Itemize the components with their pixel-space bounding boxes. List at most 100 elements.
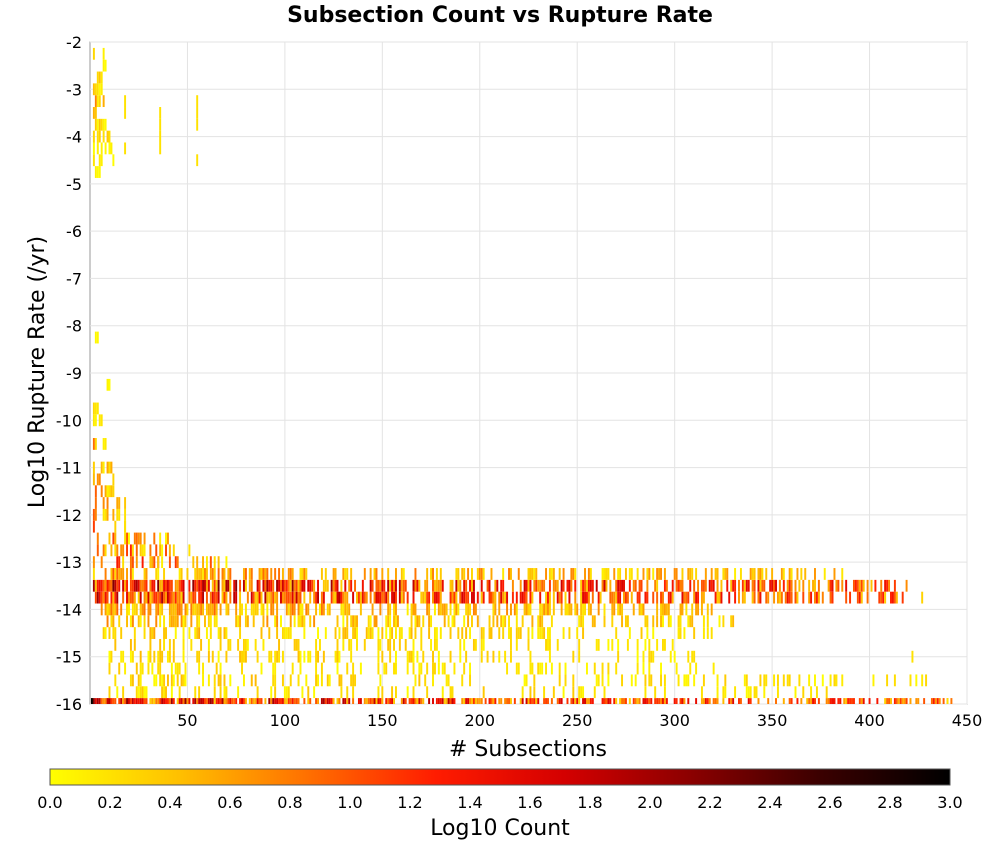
heatmap-cell xyxy=(233,579,236,592)
heatmap-cell xyxy=(595,674,598,687)
heatmap-cell xyxy=(246,591,249,604)
heatmap-cell xyxy=(100,414,103,427)
heatmap-cell xyxy=(570,698,573,704)
heatmap-cell xyxy=(593,662,596,675)
heatmap-cell xyxy=(268,698,271,704)
heatmap-cell xyxy=(648,662,651,675)
heatmap-cell xyxy=(558,568,561,580)
heatmap-cell xyxy=(426,568,429,580)
heatmap-cell xyxy=(609,591,612,604)
heatmap-cell xyxy=(903,698,906,704)
heatmap-cell xyxy=(644,674,647,687)
heatmap-cell xyxy=(790,579,793,592)
heatmap-cell xyxy=(106,508,109,521)
heatmap-cell xyxy=(128,698,130,704)
heatmap-cell xyxy=(163,638,166,651)
heatmap-cell xyxy=(391,579,394,592)
heatmap-cell xyxy=(753,591,756,604)
heatmap-cell xyxy=(122,650,125,663)
x-axis-ticks: 50 100 150 200 250 300 350 400 450 xyxy=(177,711,982,730)
heatmap-cell xyxy=(695,603,698,616)
heatmap-cell xyxy=(114,603,117,616)
heatmap-cell xyxy=(775,698,777,704)
heatmap-cell xyxy=(313,686,316,699)
heatmap-cell xyxy=(227,568,230,580)
heatmap-cell xyxy=(492,698,495,704)
heatmap-cell xyxy=(482,686,485,699)
heatmap-cell xyxy=(521,615,524,628)
heatmap-cell xyxy=(159,674,162,687)
heatmap-cell xyxy=(621,615,624,628)
heatmap-cell xyxy=(100,461,103,474)
heatmap-cell xyxy=(198,568,201,580)
heatmap-cell xyxy=(389,698,392,704)
heatmap-cell xyxy=(587,591,590,604)
heatmap-cell xyxy=(605,579,608,592)
heatmap-cell xyxy=(437,603,440,616)
heatmap-cell xyxy=(568,627,571,639)
heatmap-cell xyxy=(506,603,509,616)
heatmap-cell xyxy=(611,603,614,616)
heatmap-cell xyxy=(116,508,119,521)
heatmap-cell xyxy=(408,650,411,663)
heatmap-cell xyxy=(118,497,121,509)
heatmap-cell xyxy=(94,107,97,119)
heatmap-cell xyxy=(416,650,419,663)
heatmap-cell xyxy=(605,698,608,704)
heatmap-cell xyxy=(587,568,590,580)
heatmap-cell xyxy=(476,615,479,628)
heatmap-cell xyxy=(808,698,811,704)
heatmap-cell xyxy=(159,662,162,675)
heatmap-cell xyxy=(342,568,345,580)
heatmap-cell xyxy=(582,603,585,616)
heatmap-cell xyxy=(365,627,368,639)
heatmap-cell xyxy=(812,579,815,592)
heatmap-cell xyxy=(662,615,664,628)
heatmap-cell xyxy=(884,579,887,592)
heatmap-cell xyxy=(303,615,306,628)
heatmap-cell xyxy=(771,568,774,580)
heatmap-cell xyxy=(233,591,236,604)
heatmap-cell xyxy=(116,591,119,604)
heatmap-cell xyxy=(829,579,832,592)
heatmap-cell xyxy=(381,627,384,639)
heatmap-cell xyxy=(884,698,887,704)
heatmap-cell xyxy=(244,698,247,704)
heatmap-cell xyxy=(393,662,395,675)
heatmap-cell xyxy=(806,698,809,704)
heatmap-cell xyxy=(584,591,586,604)
heatmap-cell xyxy=(108,603,111,616)
heatmap-cell xyxy=(541,615,544,628)
heatmap-cell xyxy=(369,568,372,580)
heatmap-cell xyxy=(860,591,863,604)
heatmap-cell xyxy=(260,603,263,616)
heatmap-cell xyxy=(276,615,279,628)
heatmap-cell xyxy=(110,485,113,498)
heatmap-cell xyxy=(102,698,105,704)
heatmap-cell xyxy=(315,662,318,675)
heatmap-cell xyxy=(509,627,512,639)
heatmap-cell xyxy=(552,686,555,699)
heatmap-cell xyxy=(278,579,281,592)
heatmap-cell xyxy=(667,615,670,628)
heatmap-cell xyxy=(172,650,175,663)
heatmap-cell xyxy=(239,698,242,704)
heatmap-cell xyxy=(650,674,653,687)
heatmap-cell xyxy=(634,674,637,687)
heatmap-cell xyxy=(102,47,105,60)
heatmap-cell xyxy=(821,591,824,604)
heatmap-cell xyxy=(895,591,898,604)
heatmap-cell xyxy=(186,568,189,580)
heatmap-cell xyxy=(114,638,117,651)
heatmap-cell xyxy=(578,638,581,651)
heatmap-cell xyxy=(108,485,111,498)
heatmap-cell xyxy=(463,591,466,604)
heatmap-cell xyxy=(545,638,548,651)
heatmap-cell xyxy=(833,698,836,704)
heatmap-cell xyxy=(767,591,770,604)
heatmap-cell xyxy=(636,698,639,704)
heatmap-cell xyxy=(829,591,832,604)
heatmap-cell xyxy=(188,591,191,604)
heatmap-cell xyxy=(765,568,768,580)
heatmap-cell xyxy=(480,627,483,639)
